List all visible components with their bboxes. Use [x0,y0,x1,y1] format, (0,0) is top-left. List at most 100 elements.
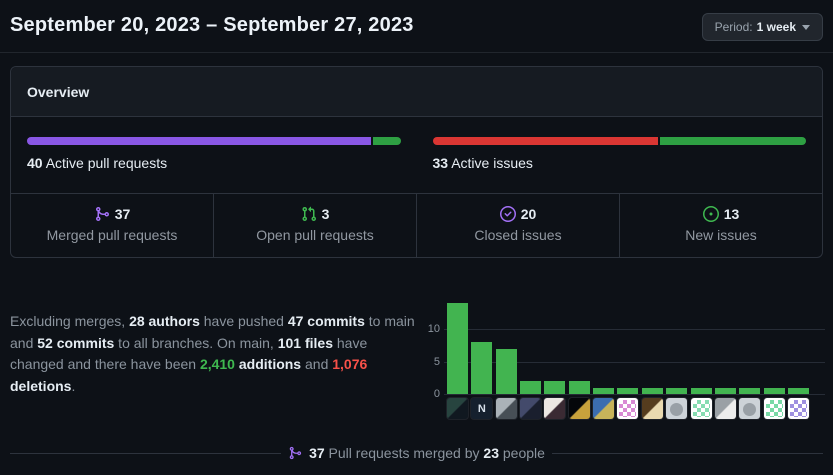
footer-text: 37 Pull requests merged by 23 people [309,445,545,461]
octocat-silhouette-icon [743,403,757,416]
commit-bar [471,342,493,394]
stat-count: 3 [321,206,330,222]
open-progress-segment [372,137,401,145]
active-pull-requests-label: 40 Active pull requests [27,155,401,171]
author-avatar[interactable] [567,397,591,420]
text-segment: to main and [10,313,415,351]
text-segment: 37 [309,445,325,461]
overview-panel: Overview 40 Active pull requests 33 Acti… [10,66,823,258]
issues-progress-bar [432,137,806,145]
author-avatar[interactable] [689,397,713,420]
commit-bar [714,387,736,394]
text-segment: have changed and there have been [10,334,368,373]
text-segment: Pull requests merged by [324,445,484,461]
text-segment: and [301,356,333,372]
active-issues-block: 33 Active issues [417,117,823,193]
active-pull-requests-block: 40 Active pull requests [11,117,417,193]
stat-count: 13 [723,206,740,222]
stat-label: New issues [685,227,757,243]
commit-bar [690,387,712,394]
commit-bar [641,387,663,394]
author-avatar[interactable] [592,397,616,420]
text-segment: to all branches. On main, [114,334,278,351]
identicon-pattern [619,400,637,417]
commit-bar [495,348,517,394]
git-merge-icon [288,446,302,460]
author-avatar[interactable] [519,397,543,420]
author-avatar[interactable] [665,397,689,420]
page-title: September 20, 2023 – September 27, 2023 [10,14,414,36]
text-segment: deletions [10,377,72,394]
merged-progress-segment [27,137,371,145]
text-segment: people [498,445,545,461]
chart-plot [444,295,825,395]
commit-bar [520,381,542,394]
author-avatar[interactable] [616,397,640,420]
merged-pr-footer: 37 Pull requests merged by 23 people [10,443,823,463]
stat-label: Merged pull requests [46,227,178,243]
overview-title: Overview [27,84,90,100]
y-tick-label: 10 [427,323,440,335]
footer-divider-right [551,452,823,454]
commit-bar [544,381,566,394]
text-segment: have pushed [199,313,288,329]
commit-bar [763,387,785,394]
author-avatar[interactable] [494,397,518,420]
stat-label: Open pull requests [256,227,374,243]
author-avatar[interactable] [786,397,810,420]
commits-per-author-chart: 0 5 10 N [420,295,830,425]
period-value: 1 week [756,20,796,34]
commit-bar [568,381,590,394]
closed-progress-segment [432,137,658,145]
caret-down-icon [802,24,810,30]
identicon-pattern [765,400,783,417]
author-avatar[interactable] [446,397,469,420]
pull-requests-progress-bar [27,137,401,145]
active-issues-count: 33 [432,155,449,171]
stat-closed-issues: 20 Closed issues [416,194,619,257]
text-segment: 23 [483,445,499,461]
logo-letter: N [477,402,486,415]
commit-bar [739,387,761,394]
gridline-y-5 [444,361,825,363]
author-avatar[interactable]: N [470,397,494,420]
overview-stats: 37 Merged pull requests 3 Open pull request… [11,193,822,257]
gridline-y-10 [444,329,825,330]
text-segment: . [71,377,76,394]
issue-closed-icon [499,206,516,222]
header-divider [0,52,833,53]
commit-bar [447,303,468,394]
y-tick-label: 5 [433,355,440,368]
overview-header: Overview [11,67,822,117]
stat-count: 20 [520,206,537,222]
author-avatar[interactable] [543,397,567,420]
period-dropdown[interactable]: Period: 1 week [701,13,823,41]
stat-new-issues: 13 New issues [619,194,822,257]
text-segment: Excluding merges, [10,313,130,329]
author-avatar[interactable] [738,397,762,420]
author-avatar[interactable] [713,397,737,420]
git-pull-request-icon [301,206,317,222]
commit-bar [593,387,615,394]
commit-bar [787,387,809,394]
stat-merged-pull-requests: 37 Merged pull requests [11,194,213,257]
gridline-y-0 [444,394,825,395]
issue-opened-icon [702,206,719,222]
octocat-silhouette-icon [670,403,684,416]
identicon-pattern [789,400,807,417]
author-avatar[interactable] [762,397,786,420]
commit-bar [617,387,639,394]
text-segment: 101 files [277,334,333,351]
author-avatar[interactable] [640,397,664,420]
commit-summary: Excluding merges, 28 authors have pushed… [10,311,424,397]
active-issues-text: Active issues [451,155,533,171]
progress-row: 40 Active pull requests 33 Active issues [11,117,822,193]
stat-open-pull-requests: 3 Open pull requests [213,194,416,257]
active-pull-requests-count: 40 [27,155,43,171]
y-tick-label: 0 [433,388,440,400]
commit-bar [666,387,688,394]
text-segment: 47 commits [287,313,365,329]
text-segment: 52 commits [37,334,115,351]
stat-count: 37 [114,206,131,222]
